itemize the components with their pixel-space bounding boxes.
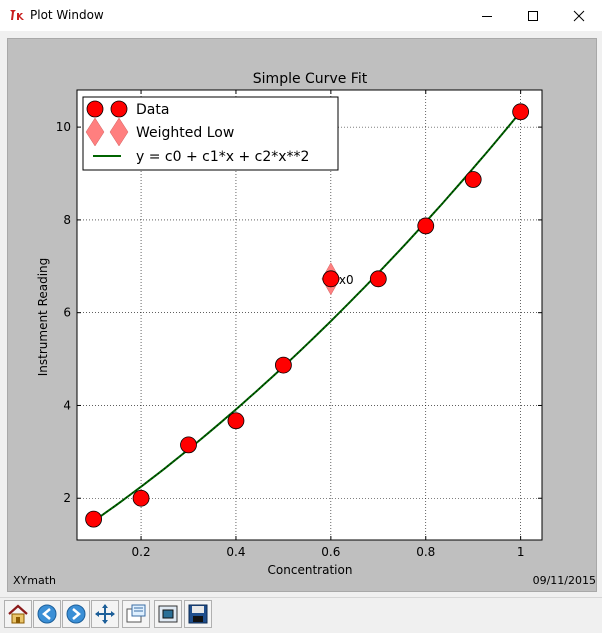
data-point	[275, 356, 292, 374]
legend-label: y = c0 + c1*x + c2*x**2	[136, 149, 309, 165]
close-button[interactable]	[556, 0, 602, 31]
zoom-button[interactable]	[154, 600, 182, 628]
pan-button[interactable]	[91, 600, 119, 628]
legend-weighted-marker	[85, 117, 105, 147]
y-tick-label: 2	[63, 491, 71, 505]
home-button[interactable]	[4, 600, 32, 628]
date-label: 09/11/2015	[532, 574, 596, 587]
point-annotation: x0	[339, 273, 354, 287]
data-point	[464, 171, 482, 188]
y-tick-label: 10	[56, 120, 71, 134]
data-point	[512, 103, 530, 121]
maximize-button[interactable]	[510, 0, 556, 31]
x-tick-label: 0.4	[226, 545, 245, 559]
x-tick-label: 0.8	[416, 545, 435, 559]
maximize-icon	[528, 10, 538, 21]
chart: Simple Curve Fit Concentration Instrumen…	[36, 71, 543, 577]
figure-canvas[interactable]: Simple Curve Fit Concentration Instrumen…	[7, 38, 597, 592]
data-point	[85, 510, 103, 528]
tk-feather-icon	[10, 10, 24, 20]
legend-data-marker	[86, 100, 104, 118]
y-axis-label: Instrument Reading	[36, 258, 50, 377]
y-tick-label: 8	[63, 213, 71, 227]
data-point	[322, 270, 340, 288]
home-icon	[8, 604, 28, 624]
chart-title: Simple Curve Fit	[253, 71, 368, 87]
x-tick-label: 0.2	[132, 545, 151, 559]
data-point	[417, 217, 435, 235]
data-point	[227, 412, 245, 430]
forward-button[interactable]	[62, 600, 90, 628]
legend-data-marker	[110, 100, 128, 118]
data-point	[180, 436, 197, 454]
x-tick-label: 0.6	[321, 545, 340, 559]
window-title: Plot Window	[30, 8, 104, 22]
y-tick-label: 6	[63, 306, 71, 320]
legend-weighted-marker	[109, 117, 129, 147]
fit-curve-dots	[93, 111, 521, 522]
configure-subplots-button[interactable]	[122, 600, 150, 628]
x-axis-label: Concentration	[268, 563, 353, 577]
axes-frame	[76, 89, 543, 541]
navigation-toolbar	[0, 597, 602, 633]
x-tick-label: 1	[517, 545, 525, 559]
minimize-button[interactable]	[464, 0, 510, 31]
back-button[interactable]	[33, 600, 61, 628]
data-point	[132, 489, 150, 507]
save-button[interactable]	[184, 600, 212, 628]
zoom-rect-icon	[158, 605, 178, 623]
subplots-icon	[126, 604, 146, 623]
y-tick-label: 4	[63, 398, 71, 412]
legend-label: Data	[136, 102, 169, 118]
back-arrow-icon	[37, 604, 57, 624]
close-icon	[573, 10, 585, 21]
minimize-icon	[482, 15, 492, 17]
pan-arrows-icon	[95, 604, 115, 624]
data-point	[369, 270, 387, 288]
forward-arrow-icon	[66, 604, 86, 624]
app-name-label: XYmath	[13, 574, 56, 587]
title-bar: Plot Window	[0, 0, 602, 32]
legend-label: Weighted Low	[136, 125, 234, 141]
floppy-disk-icon	[188, 604, 208, 624]
